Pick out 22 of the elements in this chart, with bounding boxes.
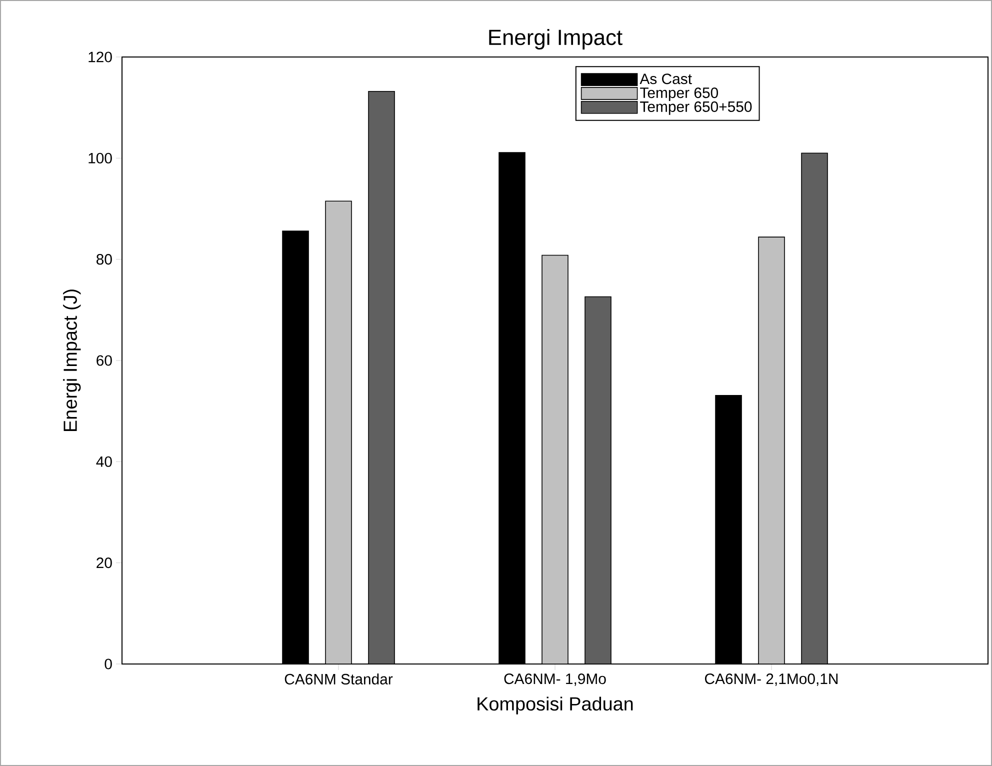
legend-label: Temper 650+550 [640,101,752,115]
x-tick-label: CA6NM- 2,1Mo0,1N [705,674,838,686]
x-tick-label: CA6NM- 1,9Mo [504,674,606,686]
y-tick-label: 60 [96,355,112,366]
x-axis-title: Komposisi Paduan [478,696,633,714]
chart-title: Energi Impact [489,29,622,50]
y-tick-label: 20 [96,558,112,568]
y-tick-label: 40 [96,456,112,467]
legend-label: Temper 650 [640,87,718,102]
legend-label: As Cast [640,74,692,84]
bar [758,236,785,664]
y-tick-label: 120 [88,52,112,62]
bar [325,200,352,664]
bar [584,296,612,664]
x-tick-label: CA6NM Standar [284,674,393,684]
y-axis-title: Energi Impact (J) [63,290,81,431]
y-tick-label: 80 [96,254,112,265]
y-tick-label: 0 [104,658,112,670]
bar [801,152,828,664]
y-tick-label: 100 [88,152,112,164]
bar [542,254,568,664]
bar [368,90,395,664]
